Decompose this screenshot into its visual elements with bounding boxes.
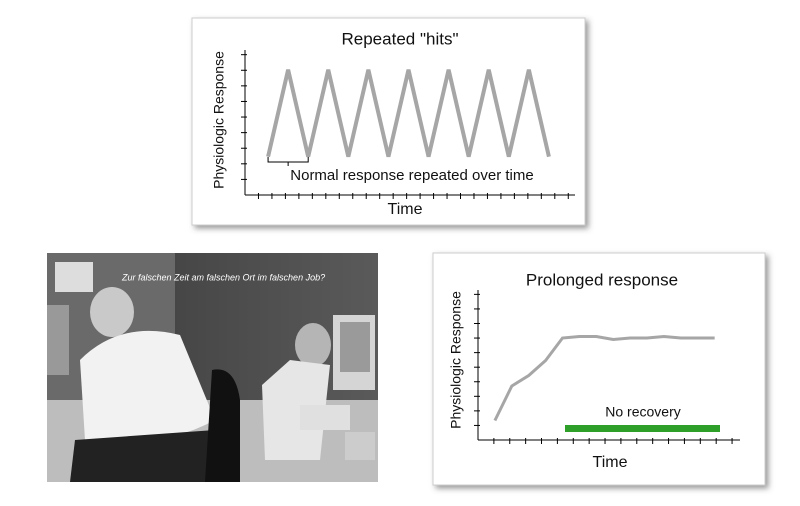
annotation: Normal response repeated over time <box>290 167 533 184</box>
data-line <box>493 334 715 422</box>
annotation: No recovery <box>605 404 680 420</box>
chart-title: Prolonged response <box>526 270 678 289</box>
bracket <box>267 157 309 166</box>
chart-frame <box>191 17 586 226</box>
y-axis-label: Physiologic Response <box>211 51 227 189</box>
photo-caption: Zur falschen Zeit am falschen Ort im fal… <box>121 272 325 282</box>
y-axis-label: Physiologic Response <box>448 291 464 429</box>
chart-title: Repeated "hits" <box>342 29 459 48</box>
photo: Zur falschen Zeit am falschen Ort im fal… <box>47 253 378 482</box>
x-axis-label: Time <box>388 201 423 218</box>
annotation-bar <box>565 425 720 432</box>
data-line <box>266 69 551 158</box>
x-axis-label: Time <box>593 454 628 471</box>
chart-frame <box>432 252 766 486</box>
